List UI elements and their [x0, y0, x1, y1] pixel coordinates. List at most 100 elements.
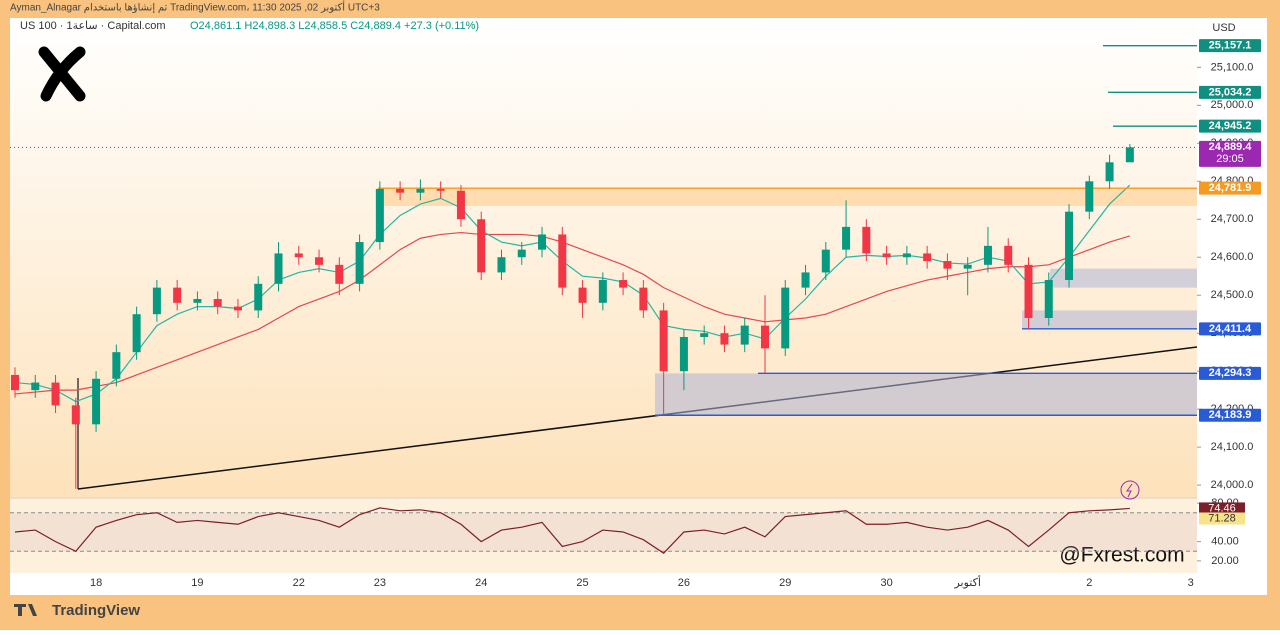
y-tick-label: 24,100.0: [1211, 441, 1254, 453]
x-tick-label: 24: [475, 577, 487, 589]
candle-body: [781, 287, 790, 349]
candle-body: [193, 299, 202, 303]
price-scale: [1197, 18, 1267, 573]
candle-body: [254, 283, 263, 311]
candle-body: [294, 253, 303, 258]
candle-body: [700, 333, 709, 337]
candle-body: [112, 352, 121, 379]
price-label-bg: [1199, 322, 1261, 336]
x-tick-label: أكتوبر: [953, 575, 980, 589]
candle-body: [720, 333, 729, 345]
candle-body: [943, 261, 952, 269]
candle-body: [963, 264, 972, 269]
candle-body: [497, 257, 506, 273]
time-scale: [10, 573, 1267, 595]
rsi-band: [10, 512, 1197, 552]
candle-body: [71, 405, 80, 425]
rsi-label-bg: [1199, 502, 1245, 515]
rsi-label: 74.46: [1208, 502, 1236, 514]
price-label-bg: [1199, 85, 1261, 99]
trend-line: [77, 346, 1198, 490]
candle-body: [821, 249, 830, 273]
rsi-signal-label: 71.28: [1208, 512, 1236, 524]
x-tick-label: 2: [1086, 577, 1092, 589]
zone: [1050, 268, 1197, 288]
brand-logo: [14, 604, 37, 616]
candle-body: [1125, 147, 1134, 163]
x-tick-label: 26: [678, 577, 690, 589]
x-tick-label: 19: [191, 577, 203, 589]
candle-body: [396, 188, 405, 193]
countdown: 29:05: [1216, 153, 1244, 165]
x-tick-label: 18: [90, 577, 102, 589]
candle-body: [598, 280, 607, 303]
candle-body: [31, 382, 40, 391]
price-label: 25,157.1: [1209, 40, 1252, 52]
candle-body: [477, 219, 486, 273]
x-tick-label: 25: [576, 577, 588, 589]
rsi-tick-label: 20.00: [1211, 555, 1239, 567]
ohlc: O24,861.1 H24,898.3 L24,858.5 C24,889.4 …: [190, 20, 479, 32]
candle-body: [436, 188, 445, 191]
ma-slow: [14, 231, 1131, 395]
candle-body: [315, 257, 324, 265]
candle-body: [274, 253, 283, 284]
x-tick-label: 3: [1188, 577, 1194, 589]
watermark: @Fxrest.com: [1059, 544, 1184, 567]
x-tick-label: 23: [374, 577, 386, 589]
price-label-bg: [1199, 366, 1261, 380]
candle-body: [801, 272, 810, 288]
price-label-bg: [1199, 181, 1261, 195]
candle-body: [1065, 211, 1074, 281]
candle-body: [760, 325, 769, 349]
price-label: 24,781.9: [1209, 182, 1252, 194]
rsi-tick-label: 40.00: [1211, 536, 1239, 548]
candle-body: [578, 287, 587, 303]
candle-body: [983, 245, 992, 265]
candle-body: [335, 264, 344, 284]
x-tick-label: 29: [779, 577, 791, 589]
y-tick-label: 24,000.0: [1211, 479, 1254, 491]
candle-body: [923, 253, 932, 262]
price-label-bg: [1199, 408, 1261, 422]
candle-body: [659, 310, 668, 372]
candle-body: [92, 378, 101, 425]
currency: USD: [1212, 22, 1235, 34]
y-tick-label: 25,100.0: [1211, 61, 1254, 73]
candle-body: [619, 280, 628, 288]
x-tick-label: 22: [293, 577, 305, 589]
candle-body: [558, 234, 567, 288]
zone: [378, 188, 1197, 206]
y-tick-label: 24,700.0: [1211, 213, 1254, 225]
candle-body: [1044, 280, 1053, 318]
y-tick-label: 24,500.0: [1211, 289, 1254, 301]
price-label: 24,945.2: [1209, 120, 1252, 132]
price-label-bg: [1199, 119, 1261, 133]
candle-body: [416, 188, 425, 193]
header: Ayman_Alnagar تم إنشاؤها باستخدام Tradin…: [10, 1, 380, 14]
rsi-pane: [10, 498, 1197, 573]
candle-body: [11, 374, 19, 391]
candle-body: [882, 253, 891, 258]
logo: [38, 46, 86, 102]
y-tick-label: 24,600.0: [1211, 251, 1254, 263]
alert-icon[interactable]: [1120, 480, 1140, 500]
candle-body: [679, 336, 688, 372]
candle-body: [1105, 162, 1114, 182]
candle-body: [1004, 245, 1013, 265]
price-label: 24,183.9: [1209, 409, 1252, 421]
candle-body: [902, 253, 911, 258]
candle-body: [132, 314, 141, 353]
candle-body: [173, 287, 182, 303]
candle-body: [740, 325, 749, 345]
zone: [655, 373, 1197, 416]
candle-body: [375, 188, 384, 243]
candle-body: [152, 287, 161, 315]
candle-body: [456, 190, 465, 220]
rsi-signal-bg: [1199, 512, 1245, 525]
candle-body: [213, 299, 222, 307]
candle-body: [1024, 264, 1033, 318]
price-label-bg: [1199, 140, 1261, 167]
symbol: US 100 · 1ساعة · Capital.com: [20, 20, 165, 32]
